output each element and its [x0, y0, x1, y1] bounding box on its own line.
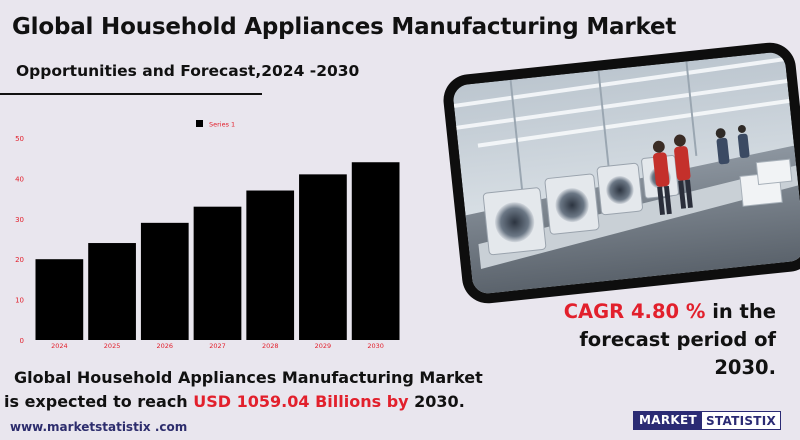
y-tick-label: 0 [20, 337, 24, 345]
statement-line2: is expected to reach USD 1059.04 Billion… [4, 390, 524, 414]
legend-label: Series 1 [209, 121, 235, 129]
brand-logo: MARKET STATISTIX [633, 411, 782, 430]
title-divider [0, 93, 262, 95]
y-tick-label: 20 [15, 256, 24, 264]
market-statement: Global Household Appliances Manufacturin… [4, 366, 524, 414]
x-tick-label: 2029 [315, 342, 332, 350]
x-tick-label: 2030 [367, 342, 384, 350]
bar [246, 190, 295, 340]
cagr-value: CAGR 4.80 % [563, 300, 706, 323]
statement-prefix: is expected to reach [4, 392, 188, 411]
page-title: Global Household Appliances Manufacturin… [12, 14, 677, 40]
bar [88, 243, 136, 340]
y-tick-label: 10 [15, 297, 24, 305]
statement-year: 2030. [414, 392, 465, 411]
x-tick-label: 2025 [104, 342, 121, 350]
bar [35, 259, 84, 340]
legend-swatch [196, 120, 203, 127]
website-url[interactable]: www.marketstatistix .com [10, 420, 188, 434]
statement-line1: Global Household Appliances Manufacturin… [14, 368, 483, 387]
cagr-callout: CAGR 4.80 % in the forecast period of 20… [516, 298, 776, 382]
x-tick-label: 2026 [157, 342, 174, 350]
x-tick-label: 2024 [51, 342, 68, 350]
y-tick-label: 30 [15, 216, 24, 224]
bar [299, 174, 347, 340]
x-tick-label: 2027 [209, 342, 226, 350]
factory-photo [440, 40, 800, 306]
statement-amount: USD 1059.04 Billions by [193, 392, 409, 411]
bar [140, 222, 189, 340]
x-tick-label: 2028 [262, 342, 279, 350]
cagr-line2: forecast period of 2030. [579, 328, 776, 379]
logo-part-market: MARKET [633, 411, 701, 430]
cagr-suffix: in the [712, 300, 776, 323]
bar [351, 162, 400, 340]
factory-photo-image [451, 51, 800, 295]
y-tick-label: 40 [15, 175, 24, 183]
bar [193, 206, 242, 340]
logo-part-statistix: STATISTIX [700, 411, 782, 430]
page-subtitle: Opportunities and Forecast,2024 -2030 [16, 62, 360, 80]
y-tick-label: 50 [15, 135, 24, 143]
bar-chart: 0 10 20 30 40 50 2024 2025 2026 2027 2028 2029 2030 S… [0, 108, 420, 358]
